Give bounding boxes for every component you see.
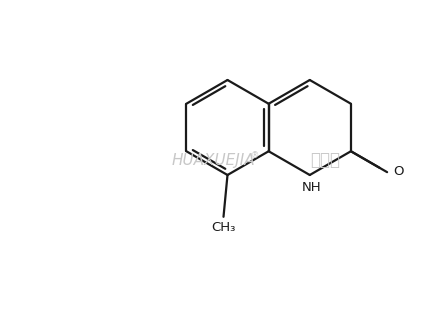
Text: ®: ® [250, 151, 259, 160]
Text: HUAXUEJIA: HUAXUEJIA [171, 153, 255, 167]
Text: O: O [393, 165, 403, 178]
Text: NH: NH [302, 181, 322, 195]
Text: CH₃: CH₃ [211, 221, 236, 234]
Text: 化学加: 化学加 [310, 151, 340, 169]
